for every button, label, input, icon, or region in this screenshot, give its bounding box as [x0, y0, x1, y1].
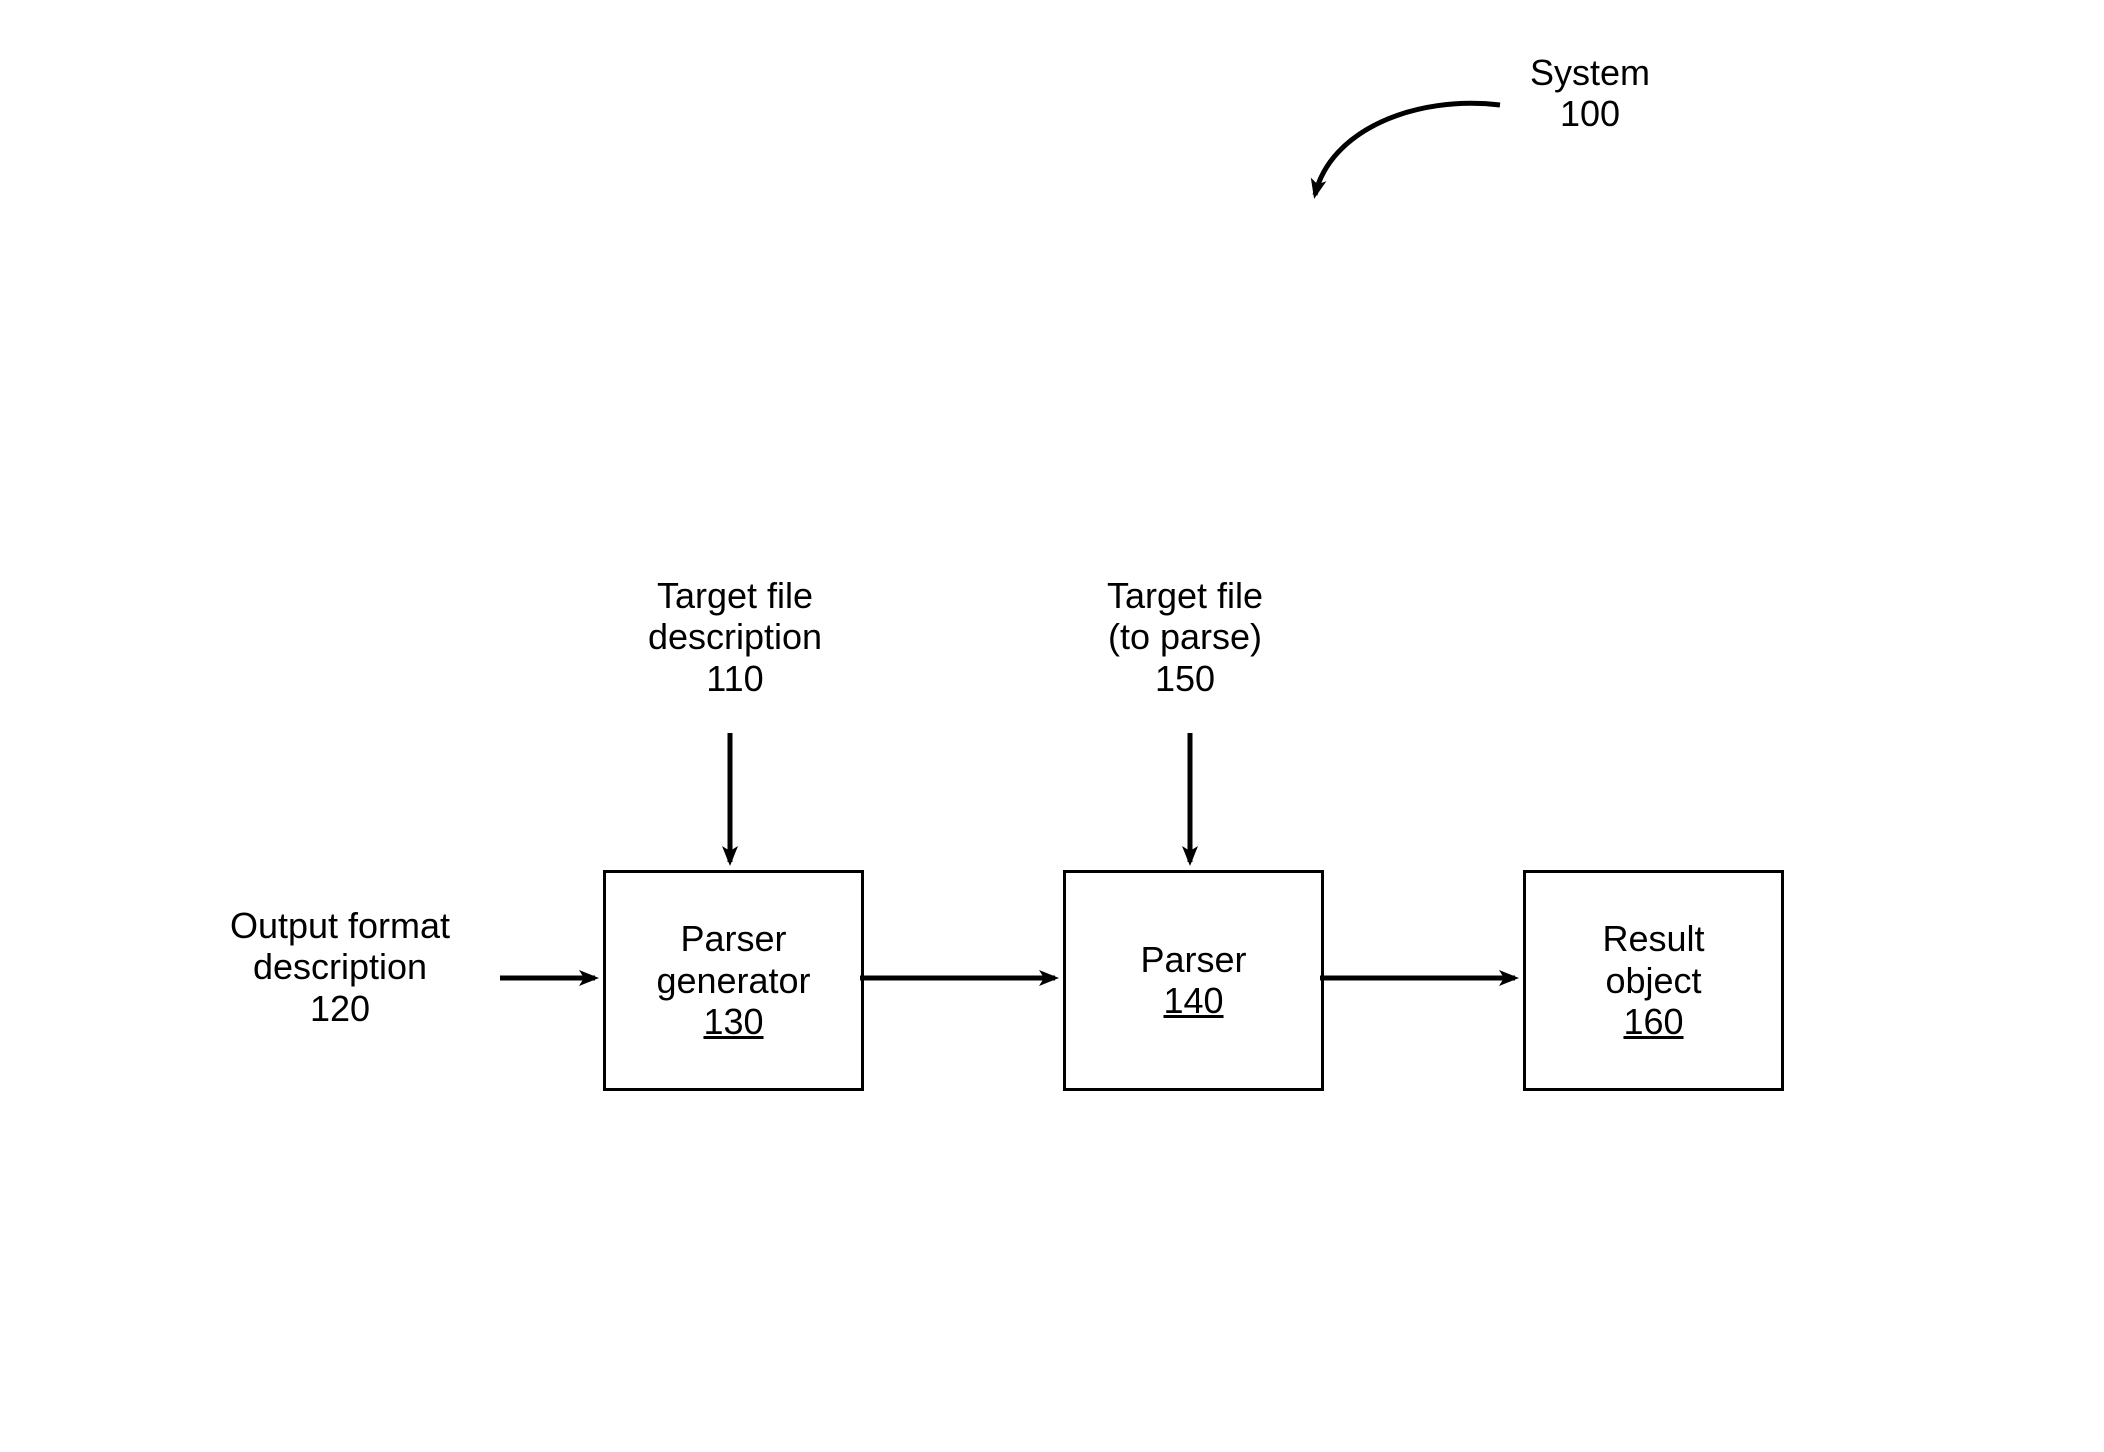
system-curve-arrow: [1315, 103, 1500, 195]
node-parser-generator-line2: generator: [656, 960, 810, 1001]
node-target-file-desc: Target file description 110: [580, 575, 890, 700]
node-parser-generator: Parser generator 130: [603, 870, 864, 1091]
node-output-format: Output format description 120: [170, 905, 510, 1030]
node-target-file-parse: Target file (to parse) 150: [1045, 575, 1325, 700]
node-target-file-parse-number: 150: [1155, 658, 1215, 700]
system-label-text: System: [1530, 52, 1650, 93]
node-output-format-line1: Output format: [230, 905, 450, 946]
arrows-layer: [0, 0, 2104, 1452]
node-target-file-desc-line2: description: [648, 616, 822, 657]
node-parser-line1: Parser: [1140, 939, 1246, 980]
node-target-file-parse-line1: Target file: [1107, 575, 1263, 616]
diagram-canvas: System 100 Output format description 120…: [0, 0, 2104, 1452]
system-label-number: 100: [1560, 93, 1620, 135]
node-parser: Parser 140: [1063, 870, 1324, 1091]
node-parser-generator-line1: Parser: [680, 918, 786, 959]
node-target-file-desc-number: 110: [706, 658, 763, 700]
node-parser-generator-number: 130: [703, 1001, 763, 1043]
node-output-format-line2: description: [253, 946, 427, 987]
node-result-object: Result object 160: [1523, 870, 1784, 1091]
node-output-format-number: 120: [310, 988, 370, 1030]
system-label: System 100: [1530, 52, 1650, 135]
node-parser-number: 140: [1163, 980, 1223, 1022]
node-result-object-number: 160: [1623, 1001, 1683, 1043]
node-target-file-desc-line1: Target file: [657, 575, 813, 616]
node-target-file-parse-line2: (to parse): [1108, 616, 1262, 657]
node-result-object-line1: Result: [1602, 918, 1704, 959]
node-result-object-line2: object: [1605, 960, 1701, 1001]
